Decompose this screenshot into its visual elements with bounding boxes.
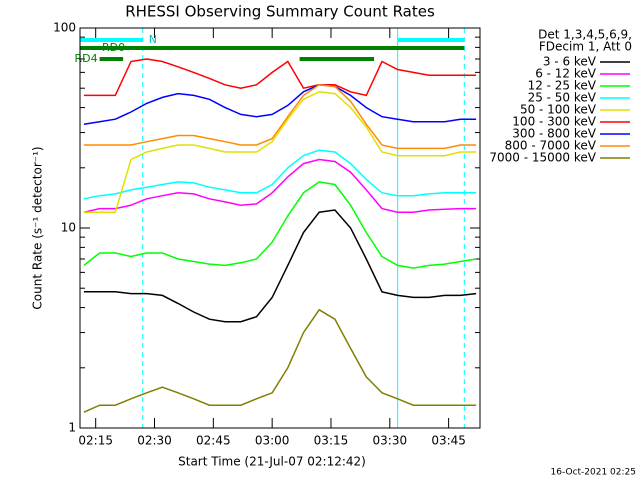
chart-title: RHESSI Observing Summary Count Rates — [125, 3, 435, 21]
footer: 16-Oct-2021 02:25 — [551, 468, 636, 478]
x-tick-label: 03:15 — [314, 434, 349, 448]
legend-label: 7000 - 15000 keV — [489, 151, 596, 165]
series-line — [83, 181, 477, 269]
x-tick-label: 02:30 — [137, 434, 172, 448]
y-tick-label: 10 — [61, 221, 76, 235]
legend-header: Det 1,3,4,5,6,9, — [538, 28, 632, 42]
legend-label: 12 - 25 keV — [528, 79, 597, 93]
x-tick-label: 03:30 — [373, 434, 408, 448]
legend-label: 800 - 7000 keV — [505, 139, 597, 153]
x-tick-label: 03:00 — [255, 434, 290, 448]
legend-label: 25 - 50 keV — [528, 91, 597, 105]
series-line — [83, 149, 477, 200]
legend-header: FDecim 1, Att 0 — [539, 40, 632, 54]
flag-label: RD4 — [74, 52, 97, 65]
series-line — [83, 84, 477, 126]
y-tick-label: 100 — [53, 21, 76, 35]
legend-label: 100 - 300 keV — [512, 115, 596, 129]
legend-label: 300 - 800 keV — [512, 127, 596, 141]
series-line — [83, 158, 477, 213]
y-tick-label: 1 — [68, 421, 76, 435]
series-line — [83, 91, 477, 213]
series-line — [83, 84, 477, 150]
legend-label: 50 - 100 keV — [520, 103, 597, 117]
flag-label: N — [149, 33, 157, 46]
flag-label: RD0 — [102, 41, 125, 54]
series-line — [83, 308, 477, 413]
x-axis-label: Start Time (21-Jul-07 02:12:42) — [178, 455, 366, 469]
legend-label: 3 - 6 keV — [543, 55, 597, 69]
series-line — [83, 58, 477, 97]
x-tick-label: 03:45 — [431, 434, 466, 448]
y-axis-label: Count Rate (s⁻¹ detector⁻¹) — [31, 146, 45, 309]
series-line — [83, 209, 477, 323]
x-tick-label: 02:45 — [196, 434, 231, 448]
x-tick-label: 02:15 — [78, 434, 113, 448]
plot-frame — [79, 27, 481, 429]
legend-label: 6 - 12 keV — [535, 67, 597, 81]
